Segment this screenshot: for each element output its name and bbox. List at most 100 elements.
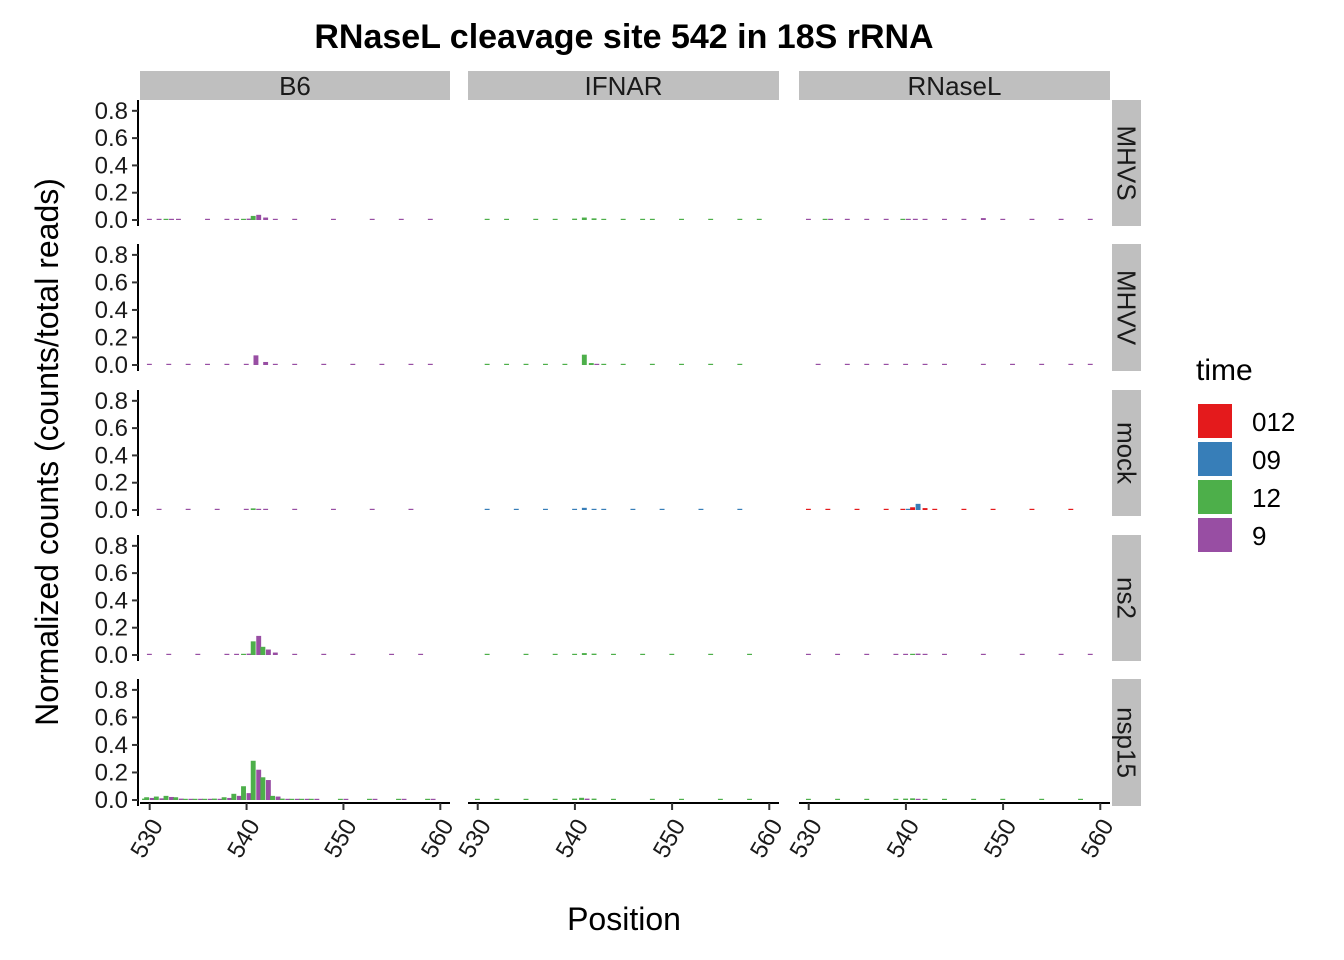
y-axis-ns2: 0.00.20.40.60.8 <box>95 533 139 669</box>
bar <box>1029 218 1035 220</box>
bar <box>205 363 210 365</box>
bar <box>321 653 327 655</box>
bar <box>1068 508 1074 510</box>
bar <box>523 363 529 365</box>
bar <box>990 508 996 510</box>
bar <box>649 363 655 365</box>
bar <box>398 218 404 220</box>
bar <box>484 508 490 510</box>
x-axis-rnasel: 530 540 550 560 <box>785 802 1119 863</box>
bar <box>980 363 986 365</box>
bar <box>212 798 217 800</box>
bar <box>250 641 256 655</box>
y-tick-label: 0.6 <box>95 415 128 442</box>
y-tick-label: 0.8 <box>95 388 128 415</box>
bar <box>304 798 310 800</box>
bar <box>572 798 578 800</box>
panel-rnasel-nsp15 <box>805 798 1083 800</box>
bar <box>552 653 558 655</box>
bar <box>256 635 262 655</box>
bar <box>588 363 594 365</box>
bar <box>903 653 909 655</box>
bar <box>217 798 223 800</box>
bar <box>584 798 590 800</box>
bar <box>805 218 811 220</box>
bar <box>679 798 684 800</box>
bar <box>331 218 336 220</box>
y-axis-nsp15: 0.00.20.40.60.8 <box>95 677 139 814</box>
panel-ifnar-mock <box>484 507 743 510</box>
bar <box>163 218 169 220</box>
bar <box>250 760 256 800</box>
bar <box>922 218 928 220</box>
legend-label: 12 <box>1252 483 1281 513</box>
bar <box>630 508 636 510</box>
bar <box>144 797 150 800</box>
bar <box>1039 363 1045 365</box>
bar <box>828 218 834 220</box>
bar <box>533 218 539 220</box>
bar <box>427 363 433 365</box>
y-tick-label: 0.2 <box>95 324 128 351</box>
bar <box>915 798 921 800</box>
bar <box>260 777 266 800</box>
strip-col-label-ifnar: IFNAR <box>585 71 663 101</box>
bar <box>166 363 172 365</box>
bar <box>146 653 152 655</box>
bar <box>185 508 191 510</box>
y-tick-label: 0.6 <box>95 704 128 731</box>
bar <box>601 363 607 365</box>
y-tick-label: 0.0 <box>95 642 128 669</box>
y-tick-label: 0.6 <box>95 125 128 152</box>
bar <box>942 653 947 655</box>
y-tick-label: 0.0 <box>95 787 128 814</box>
bar <box>679 363 684 365</box>
bar <box>659 508 665 510</box>
bar <box>581 354 587 365</box>
bar <box>1058 218 1064 220</box>
panel-rnasel-mhvs <box>805 218 1093 220</box>
strip-row-ns2 <box>1112 535 1141 661</box>
bar <box>1029 508 1035 510</box>
bar <box>1087 653 1093 655</box>
legend: time 012 09 12 9 <box>1196 354 1295 552</box>
bar <box>961 218 967 220</box>
bar <box>321 363 327 365</box>
bar <box>543 508 548 510</box>
bar <box>243 363 249 365</box>
bar <box>494 798 500 800</box>
strip-row-label-mhvs: MHVS <box>1112 125 1142 200</box>
x-tick-label: 560 <box>416 815 459 863</box>
bar <box>1000 218 1006 220</box>
bar <box>601 508 607 510</box>
panel-b6-mhvv <box>146 355 433 365</box>
y-tick-label: 0.4 <box>95 442 128 469</box>
bar <box>308 798 314 800</box>
bar <box>241 653 246 655</box>
bar <box>912 218 918 220</box>
bar <box>698 508 704 510</box>
bar <box>523 653 529 655</box>
bar <box>292 218 298 220</box>
bar <box>910 798 916 800</box>
bar <box>932 508 938 510</box>
bar <box>401 798 407 800</box>
y-tick-label: 0.8 <box>95 242 128 269</box>
y-axis-mhvs: 0.00.20.40.60.8 <box>95 98 139 234</box>
bar <box>815 363 821 365</box>
bar <box>263 508 269 510</box>
y-tick-label: 0.0 <box>95 207 128 234</box>
bar <box>156 218 162 220</box>
panel-b6-mhvs <box>146 214 433 220</box>
bar <box>805 798 811 800</box>
strip-row-label-mock: mock <box>1112 422 1142 485</box>
bar <box>372 798 378 800</box>
bar <box>159 798 165 800</box>
y-axis-mock: 0.00.20.40.60.8 <box>95 388 139 524</box>
panel-b6-mock <box>156 508 414 510</box>
bar <box>256 769 262 800</box>
bar <box>153 796 159 800</box>
bar <box>396 798 401 800</box>
y-tick-label: 0.2 <box>95 615 128 642</box>
bar <box>163 795 169 800</box>
